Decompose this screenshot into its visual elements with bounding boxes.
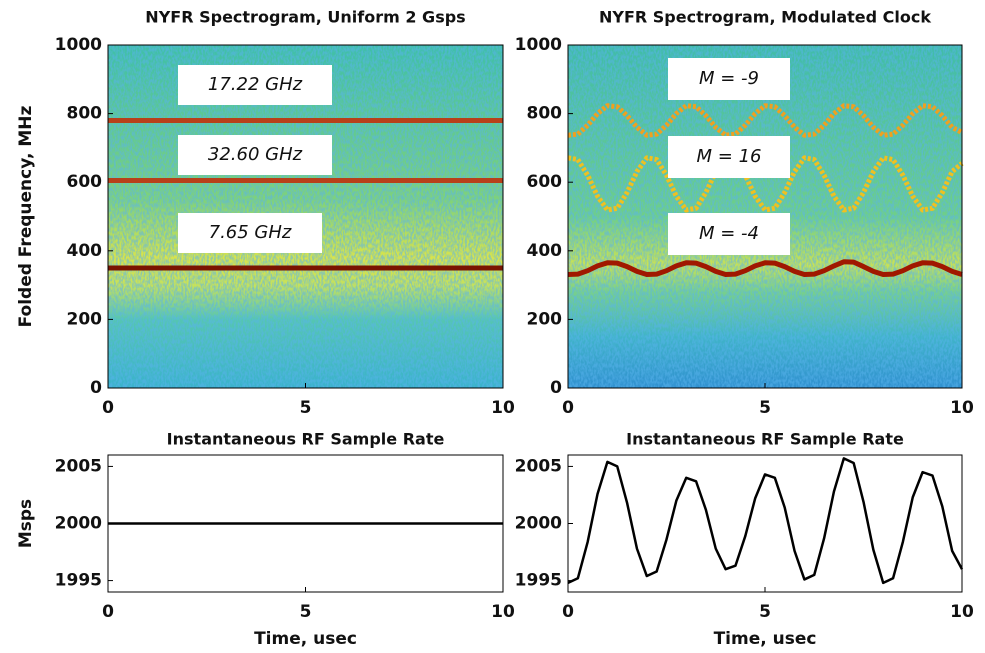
- y-tick-label: 1995: [515, 571, 562, 591]
- x-tick-label: 0: [562, 398, 574, 418]
- y-tick-label: 400: [67, 241, 103, 261]
- y-tick-label: 2000: [55, 514, 102, 534]
- y-tick-label: 800: [67, 104, 103, 124]
- plot-frame: [567, 44, 963, 389]
- subplot-title: NYFR Spectrogram, Uniform 2 Gsps: [145, 8, 465, 27]
- subplot: NYFR Spectrogram, Uniform 2 Gsps 0 5 10 0 200…: [16, 8, 515, 419]
- annotation: M = 16: [697, 146, 762, 167]
- plot-frame: [107, 454, 504, 593]
- y-tick-label: 0: [550, 378, 562, 398]
- subplot-title: Instantaneous RF Sample Rate: [167, 430, 445, 449]
- series-line: [567, 457, 964, 585]
- annotation-box: [178, 65, 332, 105]
- annotation-box: [668, 58, 790, 100]
- y-tick-label: 2005: [55, 456, 102, 476]
- x-tick-label: 5: [759, 398, 771, 418]
- annotation-box: [178, 135, 332, 175]
- y-tick-label: 1995: [55, 571, 102, 591]
- x-tick-label: 5: [300, 398, 312, 418]
- x-tick-label: 5: [300, 602, 312, 622]
- x-tick-label: 10: [950, 602, 974, 622]
- x-axis-label: Time, usec: [714, 629, 817, 649]
- plot-frame: [107, 44, 504, 389]
- y-tick-label: 0: [90, 378, 102, 398]
- subplot: Instantaneous RF Sample Rate 0 5 10 1995 2000…: [16, 430, 515, 650]
- annotation: 32.60 GHz: [208, 144, 303, 165]
- y-tick-label: 1000: [55, 35, 102, 55]
- y-tick-label: 200: [527, 309, 563, 329]
- y-tick-label: 200: [67, 309, 103, 329]
- annotation: 7.65 GHz: [209, 222, 292, 243]
- y-tick-label: 400: [527, 241, 563, 261]
- y-tick-label: 600: [527, 172, 563, 192]
- x-tick-label: 10: [950, 398, 974, 418]
- x-tick-label: 0: [562, 602, 574, 622]
- subplot-title: NYFR Spectrogram, Modulated Clock: [599, 8, 931, 27]
- x-tick-label: 0: [102, 398, 114, 418]
- annotation-box: [668, 136, 790, 178]
- x-tick-label: 5: [759, 602, 771, 622]
- plot-frame: [567, 454, 963, 593]
- subplot-title: Instantaneous RF Sample Rate: [626, 430, 904, 449]
- y-tick-label: 800: [527, 104, 563, 124]
- y-tick-label: 600: [67, 172, 103, 192]
- annotation: M = -9: [699, 68, 759, 89]
- series-line: [567, 155, 964, 213]
- series-line: [567, 103, 964, 138]
- y-axis-label: Msps: [16, 499, 36, 548]
- series-line: [567, 259, 963, 277]
- x-axis-label: Time, usec: [254, 629, 357, 649]
- annotation: 17.22 GHz: [208, 74, 303, 95]
- y-tick-label: 1000: [515, 35, 562, 55]
- annotation-box: [668, 213, 790, 255]
- annotation: M = -4: [699, 223, 759, 244]
- annotation-box: [178, 213, 322, 253]
- y-tick-label: 2000: [515, 514, 562, 534]
- subplot: NYFR Spectrogram, Modulated Clock 0 5 10 0 20…: [515, 8, 974, 419]
- subplot: Instantaneous RF Sample Rate 0 5 10 1995 2000…: [515, 430, 974, 650]
- x-tick-label: 10: [491, 602, 515, 622]
- x-tick-label: 10: [491, 398, 515, 418]
- y-axis-label: Folded Frequency, MHz: [16, 105, 36, 327]
- y-tick-label: 2005: [515, 456, 562, 476]
- x-tick-label: 0: [102, 602, 114, 622]
